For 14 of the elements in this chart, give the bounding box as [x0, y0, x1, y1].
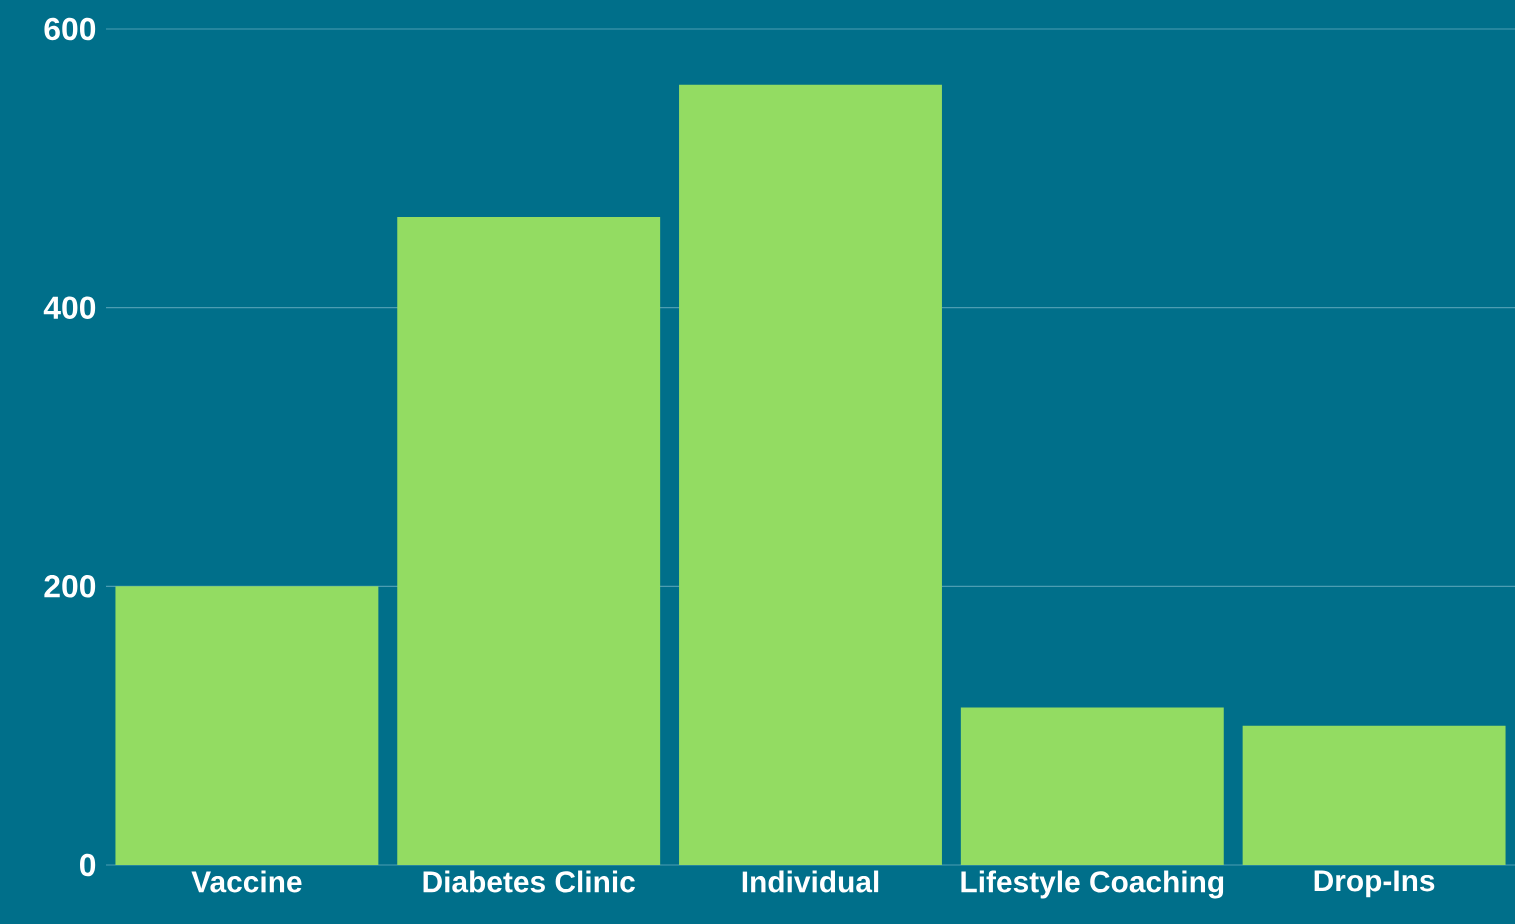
bar: [397, 217, 661, 865]
y-tick-label: 400: [43, 296, 96, 319]
bar: [679, 84, 942, 865]
x-tick-label: Drop-Ins: [1314, 870, 1435, 898]
y-tick-label: 200: [44, 575, 96, 598]
bar: [1242, 725, 1506, 865]
bar: [115, 586, 379, 865]
bar: [960, 707, 1224, 865]
y-tick-label: 600: [44, 17, 96, 41]
x-tick-label: Diabetes Clinic: [423, 870, 635, 893]
x-tick-label: Individual: [742, 870, 879, 893]
y-tick-label: 0: [80, 853, 96, 877]
x-tick-label: Lifestyle Coaching: [961, 870, 1224, 899]
x-tick-label: Vaccine: [191, 870, 302, 893]
